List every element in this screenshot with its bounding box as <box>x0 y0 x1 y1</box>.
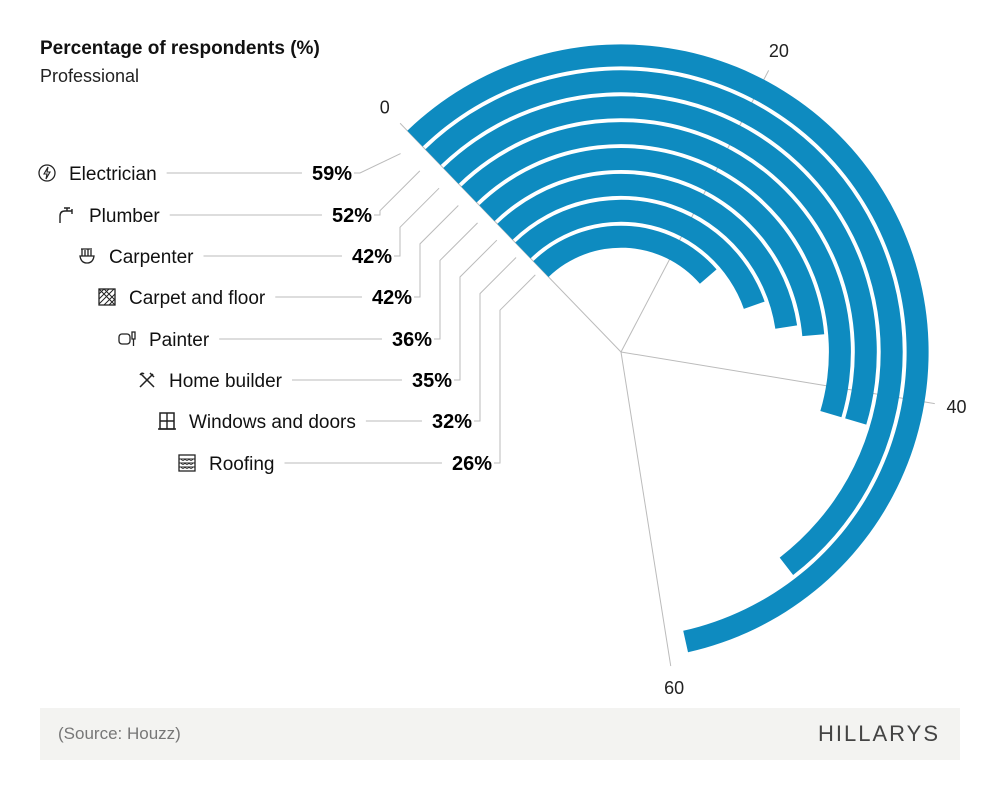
window-icon <box>158 412 176 430</box>
connector-line <box>494 274 536 464</box>
axis-line-60 <box>620 351 672 667</box>
value-label: 42% <box>372 287 412 309</box>
axis-tick-label: 60 <box>664 678 684 698</box>
bar-roofing <box>533 225 717 284</box>
connector-line <box>434 222 478 340</box>
lightning-icon <box>38 164 56 182</box>
category-label: Electrician <box>69 164 157 185</box>
axis-tick-label: 40 <box>946 397 966 417</box>
axis-line-0 <box>399 122 622 353</box>
category-label: Carpenter <box>109 247 194 268</box>
bar-painter <box>479 148 825 337</box>
bar-home-builder <box>497 173 798 329</box>
value-label: 36% <box>392 329 432 351</box>
brand-logo: HILLARYS <box>818 721 940 746</box>
category-label: Windows and doors <box>189 412 356 433</box>
category-label: Painter <box>149 330 210 351</box>
axis-tick-label: 20 <box>769 41 789 61</box>
value-label: 42% <box>352 246 392 268</box>
value-label: 35% <box>412 370 452 392</box>
connector-line <box>374 170 421 216</box>
category-label: Home builder <box>169 371 283 392</box>
tool-bucket-icon <box>79 248 95 264</box>
bar-electrician <box>407 44 929 653</box>
source-note: (Source: Houzz) <box>58 724 181 743</box>
connector-line <box>394 187 440 257</box>
connector-line <box>474 257 517 422</box>
footer: (Source: Houzz) HILLARYS <box>40 708 960 760</box>
tools-icon <box>139 372 155 388</box>
bar-plumber <box>425 70 903 575</box>
tap-icon <box>59 207 73 223</box>
value-label: 59% <box>312 163 352 185</box>
value-label: 26% <box>452 453 492 475</box>
roof-tiles-icon <box>178 454 196 472</box>
connector-line <box>354 153 401 174</box>
chart-title: Percentage of respondents (%) <box>40 38 320 59</box>
value-label: 52% <box>332 205 372 227</box>
paint-icon <box>118 331 136 346</box>
floor-pattern-icon <box>98 288 116 306</box>
connector-line <box>454 239 498 381</box>
connector-line <box>414 205 459 298</box>
category-label: Carpet and floor <box>129 288 266 309</box>
category-label: Roofing <box>209 454 275 475</box>
category-label: Plumber <box>89 206 160 227</box>
bar-windows-and-doors <box>515 199 765 309</box>
chart-subtitle: Professional <box>40 66 140 86</box>
axis-tick-label: 0 <box>380 97 390 117</box>
value-label: 32% <box>432 411 472 433</box>
